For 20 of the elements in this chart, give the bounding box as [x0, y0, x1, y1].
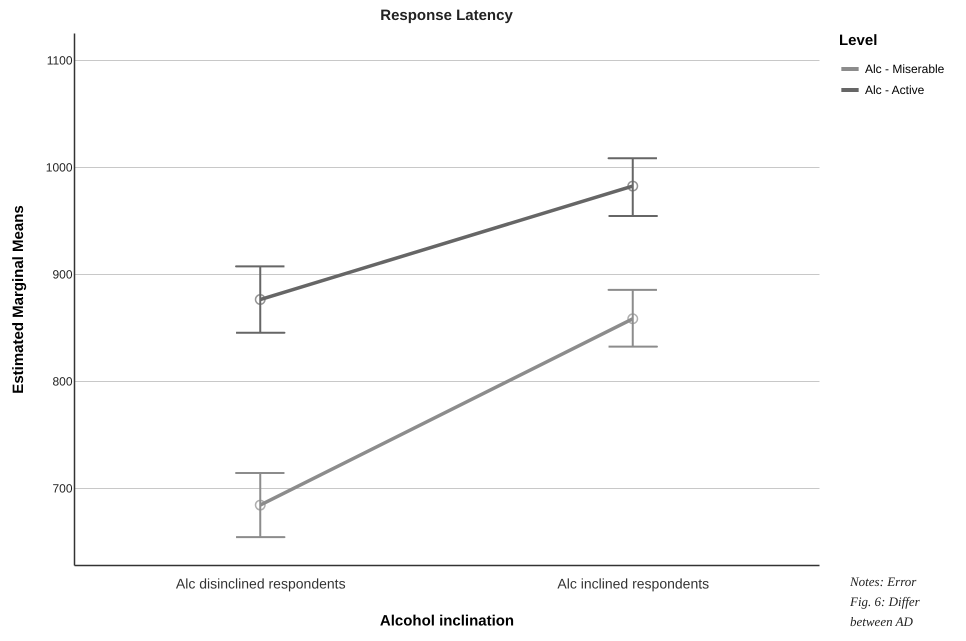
- legend-label: Alc - Active: [865, 83, 925, 97]
- y-tick-label: 900: [52, 267, 73, 282]
- caption: Fig. 6: Differ: [850, 593, 921, 611]
- y-axis-title: Estimated Marginal Means: [10, 205, 27, 394]
- y-tick-label: 700: [52, 481, 73, 496]
- y-tick-label: 1100: [46, 53, 73, 68]
- chart-title: Response Latency: [380, 7, 514, 24]
- y-tick-label: 800: [52, 374, 73, 388]
- text: Notes: Error: [850, 573, 918, 591]
- y-tick-label: 1000: [46, 160, 73, 174]
- x-tick-label: Alc disinclined respondents: [176, 576, 346, 592]
- point: [254, 294, 266, 306]
- text: between AD: [850, 613, 914, 631]
- x-axis-title: Alcohol inclination: [380, 612, 514, 630]
- x-tick-label: Alc inclined respondents: [557, 576, 710, 592]
- legend-title: Level: [839, 32, 878, 49]
- point: [254, 500, 266, 511]
- point: [627, 313, 638, 324]
- point: [627, 180, 638, 192]
- legend-label: Alc - Miserable: [865, 62, 945, 76]
